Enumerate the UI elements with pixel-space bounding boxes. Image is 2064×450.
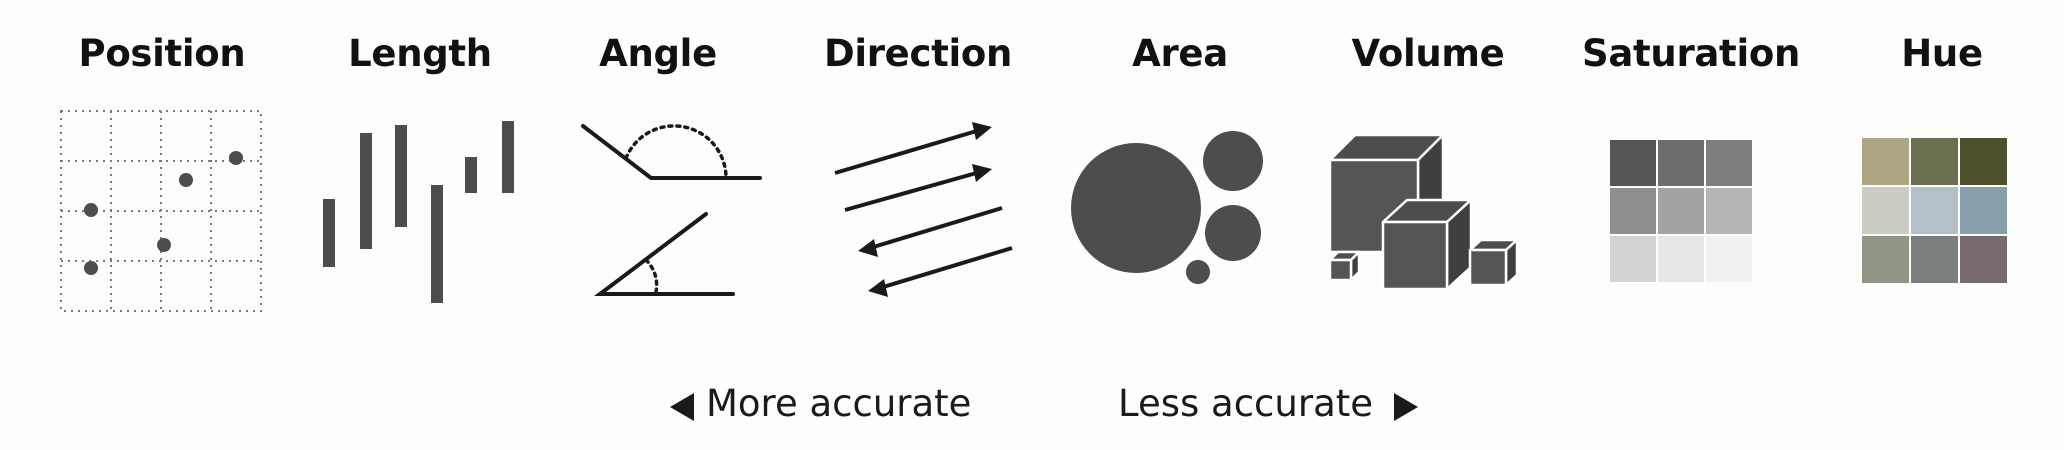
title-hue: Hue [1901, 32, 1983, 75]
volume-glyph [1328, 133, 1519, 291]
saturation-swatch [1658, 140, 1704, 186]
area-circle [1205, 205, 1261, 261]
saturation-swatch [1706, 140, 1752, 186]
area-circle [1186, 260, 1210, 284]
position-dot [229, 151, 243, 165]
position-glyph [60, 110, 262, 312]
angle-glyph [581, 124, 762, 296]
less-accurate-label: Less accurate [1118, 382, 1374, 425]
position-dot [179, 173, 193, 187]
title-angle: Angle [599, 32, 717, 75]
length-bar [465, 157, 477, 193]
left-arrow-icon [670, 393, 694, 421]
saturation-swatch [1658, 188, 1704, 234]
hue-glyph [1862, 138, 2007, 283]
hue-swatch [1911, 138, 1958, 185]
more-accurate-label: More accurate [706, 382, 972, 425]
saturation-swatch [1706, 236, 1752, 282]
saturation-swatch [1610, 140, 1656, 186]
saturation-swatch [1658, 236, 1704, 282]
title-saturation: Saturation [1582, 32, 1800, 75]
area-circle [1203, 131, 1263, 191]
title-area: Area [1132, 32, 1228, 75]
position-dot [84, 261, 98, 275]
hue-swatch [1862, 138, 1909, 185]
length-bar [323, 199, 335, 267]
area-circle [1071, 143, 1201, 273]
length-bar [431, 185, 443, 303]
position-dot [84, 203, 98, 217]
area-glyph [1071, 131, 1263, 284]
saturation-swatch [1610, 236, 1656, 282]
hue-swatch [1862, 236, 1909, 283]
position-dot [157, 238, 171, 252]
hue-swatch [1911, 236, 1958, 283]
saturation-swatch [1706, 188, 1752, 234]
hue-swatch [1960, 138, 2007, 185]
length-glyph [323, 121, 514, 303]
length-bar [360, 133, 372, 249]
direction-glyph [834, 122, 1013, 297]
title-direction: Direction [823, 32, 1013, 75]
hue-swatch [1960, 236, 2007, 283]
right-arrow-icon [1394, 393, 1418, 421]
title-position: Position [78, 32, 246, 75]
length-bar [502, 121, 514, 193]
title-volume: Volume [1351, 32, 1505, 75]
saturation-glyph [1610, 140, 1752, 282]
saturation-swatch [1610, 188, 1656, 234]
title-length: Length [348, 32, 492, 75]
hue-swatch [1960, 187, 2007, 234]
hue-swatch [1862, 187, 1909, 234]
length-bar [395, 125, 407, 227]
hue-swatch [1911, 187, 1958, 234]
